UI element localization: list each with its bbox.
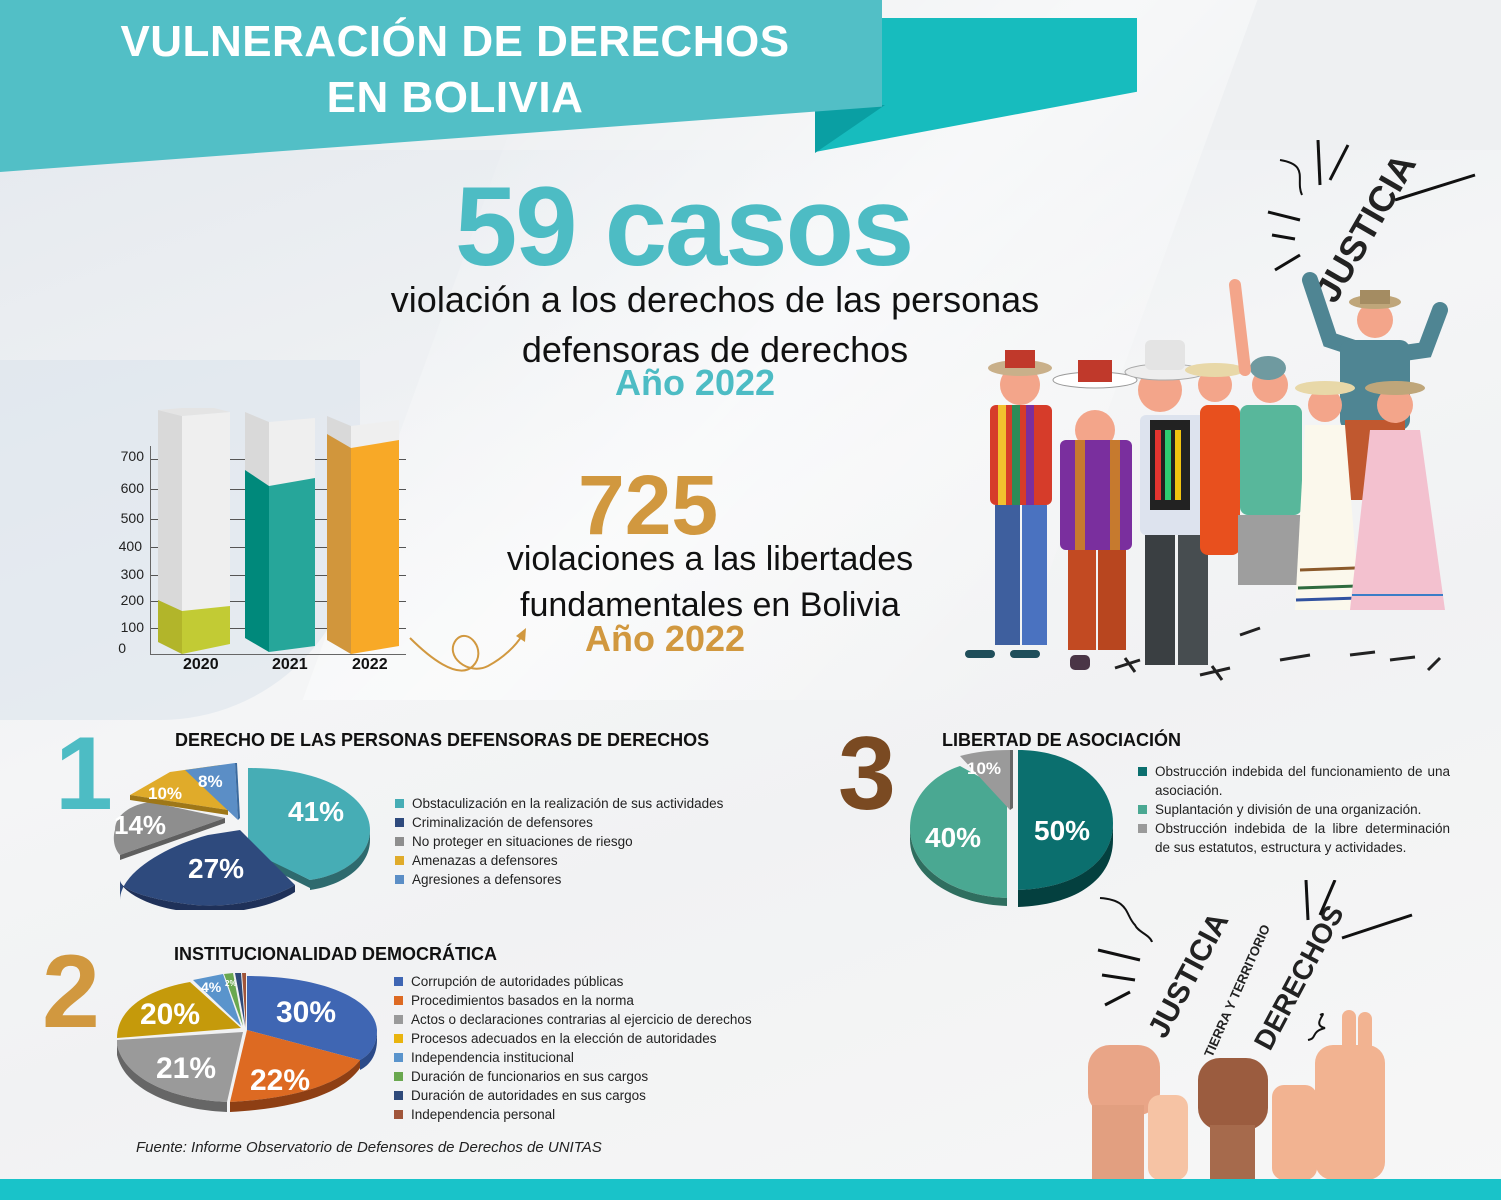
section-number-1: 1 [55,716,113,832]
justicia-text: JUSTICIA [1306,146,1424,309]
cases-description-line-1: violación a los derechos de las personas [390,279,1040,320]
legend-item: Agresiones a defensores [395,870,723,889]
bar-2020 [158,408,230,654]
legend-swatch [394,1091,403,1100]
legend-item: Obstrucción indebida del funcionamiento … [1138,762,1450,800]
legend-swatch [395,856,404,865]
legend-item: Independencia personal [394,1105,752,1124]
section-title-2: INSTITUCIONALIDAD DEMOCRÁTICA [174,944,497,964]
y-tick: 700 [120,448,144,464]
legend-swatch [394,1053,403,1062]
legend-swatch [395,875,404,884]
cases-year: Año 2022 [614,362,776,403]
y-axis [150,446,151,655]
legend-swatch [394,996,403,1005]
y-tick: 0 [118,640,126,656]
y-tick: 300 [120,566,144,582]
violations-description: violaciones a las libertades fundamental… [460,536,960,628]
legend-swatch [394,1110,403,1119]
x-tick-2020: 2020 [183,656,219,673]
pie2-label-20: 20% [140,998,201,1031]
raised-hands-illustration: JUSTICIA TIERRA Y TERRITORIO DERECHOS [1088,880,1413,1180]
page-title: VULNERACIÓN DE DERECHOS EN BOLIVIA [0,14,900,126]
legend-item: Procedimientos basados en la norma [394,991,752,1010]
pie3-label-40: 40% [925,822,982,853]
legend-item: No proteger en situaciones de riesgo [395,832,723,851]
bar-chart-violations-by-year: 700 600 500 400 300 200 100 0 2020 2021 … [100,400,420,690]
legend-swatch [394,1034,403,1043]
legend-asociacion: Obstrucción indebida del funcionamiento … [1138,762,1450,857]
cases-description-line-2: defensoras de derechos [521,329,909,370]
section-title-3: LIBERTAD DE ASOCIACIÓN [942,730,1182,750]
cases-description: violación a los derechos de las personas… [300,275,1130,375]
pie3-label-50: 50% [1034,815,1091,846]
x-axis [150,654,406,655]
legend-item: Duración de autoridades en sus cargos [394,1086,752,1105]
title-line-2: EN BOLIVIA [326,73,584,122]
bar-2022 [327,416,399,654]
pie1-label-8: 8% [198,772,223,791]
pie1-label-27: 27% [188,853,245,884]
pie3-label-10: 10% [967,759,1002,778]
legend-swatch [1138,767,1147,776]
legend-item: Independencia institucional [394,1048,752,1067]
pie2-label-30: 30% [276,996,337,1029]
violations-description-line-2: fundamentales en Bolivia [520,586,900,624]
y-tick: 500 [120,510,144,526]
legend-item: Obstrucción indebida de la libre determi… [1138,819,1450,857]
title-line-1: VULNERACIÓN DE DERECHOS [120,17,790,66]
legend-swatch [395,799,404,808]
legend-institucionalidad: Corrupción de autoridades públicas Proce… [394,972,752,1124]
legend-swatch [395,818,404,827]
y-tick: 200 [120,592,144,608]
pie-chart-defensores [113,763,370,910]
legend-item: Suplantación y división de una organizac… [1138,800,1450,819]
footer-bar [0,1179,1501,1200]
pie-chart-asociacion [910,750,1113,907]
violations-year: Año 2022 [584,618,746,659]
pie1-label-41: 41% [288,796,345,827]
bar-2021 [245,412,315,652]
legend-swatch [394,977,403,986]
legend-item: Duración de funcionarios en sus cargos [394,1067,752,1086]
legend-swatch [395,837,404,846]
y-tick: 600 [120,480,144,496]
crowd-protest-illustration: JUSTICIA [965,140,1476,681]
legend-item: Corrupción de autoridades públicas [394,972,752,991]
legend-item: Criminalización de defensores [395,813,723,832]
x-tick-2021: 2021 [272,656,308,673]
pie2-label-2: 2% [225,979,237,988]
cases-count: 59 casos [455,164,914,289]
pie-chart-institucionalidad [117,973,377,1112]
pie2-label-21: 21% [156,1052,217,1085]
pie1-label-10: 10% [148,784,183,803]
pie2-label-4: 4% [201,979,222,995]
legend-swatch [394,1072,403,1081]
legend-item: Amenazas a defensores [395,851,723,870]
violations-count: 725 [578,458,719,552]
legend-defensores: Obstaculización en la realización de sus… [395,794,723,889]
curly-arrow-icon [409,628,526,672]
y-tick: 100 [120,619,144,635]
legend-item: Obstaculización en la realización de sus… [395,794,723,813]
hands-word-derechos: DERECHOS [1248,900,1350,1055]
violations-description-line-1: violaciones a las libertades [506,540,914,578]
legend-swatch [394,1015,403,1024]
pie2-label-22: 22% [250,1064,311,1097]
y-tick: 400 [118,538,142,554]
legend-item: Actos o declaraciones contrarias al ejer… [394,1010,752,1029]
section-number-2: 2 [42,934,100,1050]
x-tick-2022: 2022 [352,656,388,673]
source-note: Fuente: Informe Observatorio de Defensor… [136,1139,602,1156]
pie1-label-14: 14% [114,810,167,840]
section-number-3: 3 [838,716,896,832]
section-title-1: DERECHO DE LAS PERSONAS DEFENSORAS DE DE… [175,730,710,750]
legend-swatch [1138,824,1147,833]
legend-swatch [1138,805,1147,814]
legend-item: Procesos adecuados en la elección de aut… [394,1029,752,1048]
